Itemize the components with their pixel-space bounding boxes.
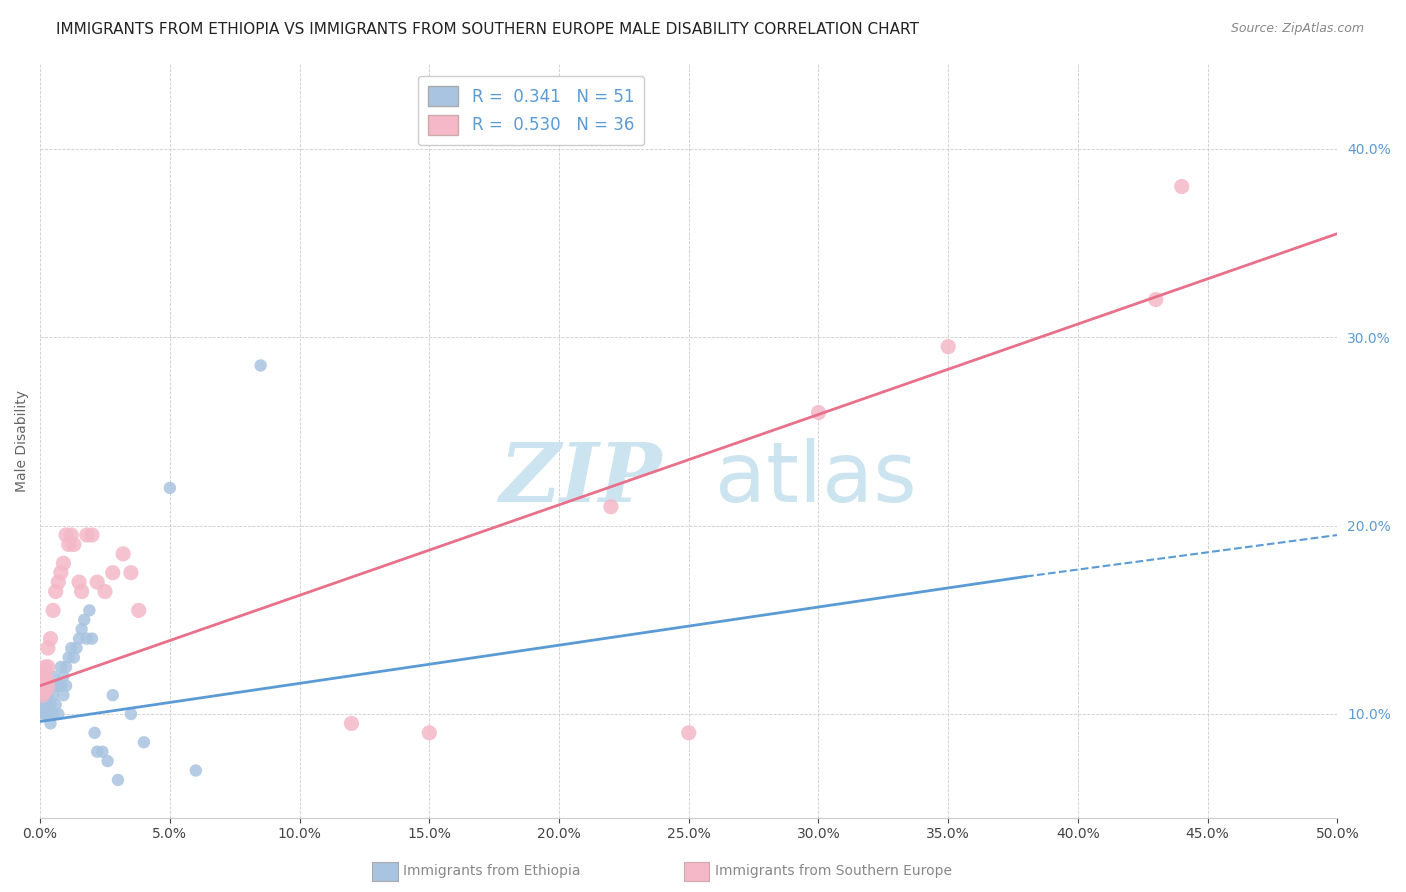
Point (49, 660, 72, 674)
Point (76, 528, 98, 542)
Point (31, 688, 53, 702)
Point (70, 584, 93, 599)
Point (600, 500, 623, 514)
Point (37, 706, 59, 721)
Point (80, 632, 103, 646)
Point (30, 679, 52, 693)
Point (86, 575, 108, 590)
Point (340, 716, 363, 731)
Point (39, 632, 62, 646)
Point (86, 745, 108, 759)
Point (42, 603, 65, 617)
Point (67, 575, 90, 590)
Y-axis label: Male Disability: Male Disability (15, 390, 30, 491)
Point (79, 603, 101, 617)
Point (1170, 179, 1192, 194)
Point (807, 406, 830, 420)
Point (45, 584, 67, 599)
Point (94, 584, 117, 599)
Point (52, 688, 75, 702)
Point (37, 688, 59, 702)
Text: Immigrants from Ethiopia: Immigrants from Ethiopia (404, 864, 581, 879)
Point (31, 669, 53, 683)
Point (34, 698, 56, 712)
Point (55, 679, 77, 693)
Point (112, 547, 135, 561)
Point (128, 603, 150, 617)
Point (97, 754, 120, 768)
Point (39, 698, 62, 712)
Point (32, 706, 55, 721)
Point (83, 726, 105, 740)
Point (55, 660, 77, 674)
Text: ZIP: ZIP (501, 439, 662, 518)
Point (159, 481, 181, 495)
Text: Source: ZipAtlas.com: Source: ZipAtlas.com (1230, 22, 1364, 36)
Point (52, 556, 75, 570)
Point (46, 706, 69, 721)
Point (58, 650, 80, 665)
Point (678, 726, 700, 740)
Point (34, 706, 56, 721)
Point (91, 745, 114, 759)
Point (31, 669, 53, 683)
Point (31, 698, 53, 712)
Point (42, 706, 65, 721)
Point (31, 688, 53, 702)
Point (67, 632, 90, 646)
Point (65, 641, 87, 656)
Point (184, 764, 207, 778)
Point (101, 566, 124, 580)
Text: IMMIGRANTS FROM ETHIOPIA VS IMMIGRANTS FROM SOUTHERN EUROPE MALE DISABILITY CORR: IMMIGRANTS FROM ETHIOPIA VS IMMIGRANTS F… (56, 22, 920, 37)
Point (46, 679, 69, 693)
Point (42, 688, 65, 702)
Point (101, 688, 124, 702)
Point (32, 679, 55, 693)
Point (936, 340, 959, 354)
Point (132, 735, 155, 749)
Point (37, 698, 59, 712)
Point (34, 660, 56, 674)
Point (1144, 293, 1167, 307)
Point (46, 575, 69, 590)
Point (39, 716, 62, 731)
Point (418, 726, 440, 740)
Point (76, 632, 98, 646)
Point (107, 772, 129, 787)
Point (63, 537, 86, 551)
Text: atlas: atlas (714, 438, 917, 519)
Point (45, 698, 67, 712)
Point (45, 679, 67, 693)
Point (60, 528, 83, 542)
Point (55, 528, 77, 542)
Legend: R =  0.341   N = 51, R =  0.530   N = 36: R = 0.341 N = 51, R = 0.530 N = 36 (418, 76, 644, 145)
Text: Immigrants from Southern Europe: Immigrants from Southern Europe (714, 864, 952, 879)
Point (37, 660, 59, 674)
Point (37, 679, 59, 693)
Point (58, 537, 80, 551)
Point (120, 706, 142, 721)
Point (80, 528, 103, 542)
Point (120, 566, 142, 580)
Point (60, 641, 83, 656)
Point (73, 613, 96, 627)
Point (35, 688, 58, 702)
Point (52, 669, 75, 683)
Point (37, 641, 59, 656)
Point (34, 679, 56, 693)
Point (34, 669, 56, 683)
Point (49, 679, 72, 693)
Point (70, 622, 93, 636)
Point (42, 669, 65, 683)
Point (63, 650, 86, 665)
Point (249, 359, 271, 373)
Point (32, 679, 55, 693)
Point (49, 566, 72, 580)
Point (30, 679, 52, 693)
Point (39, 679, 62, 693)
